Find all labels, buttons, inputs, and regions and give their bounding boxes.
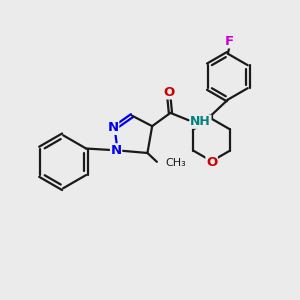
Text: NH: NH [190,115,211,128]
Text: N: N [108,121,119,134]
Text: N: N [110,144,122,157]
Text: O: O [206,156,217,169]
Text: F: F [225,35,234,48]
Text: O: O [163,86,175,99]
Text: CH₃: CH₃ [165,158,186,168]
